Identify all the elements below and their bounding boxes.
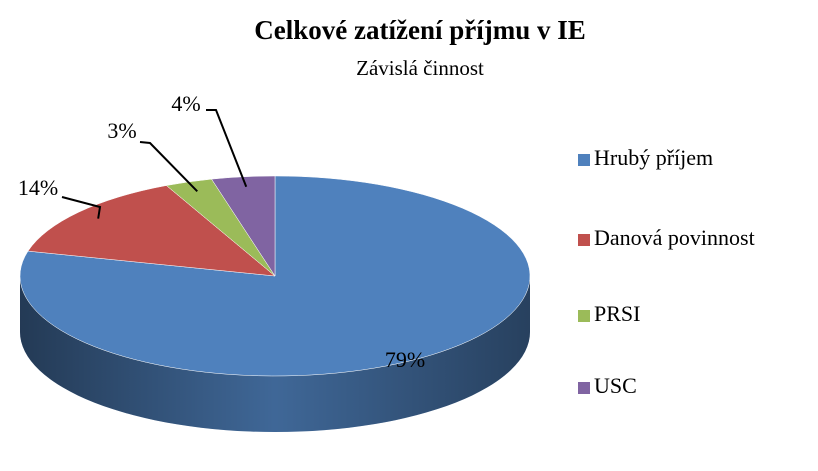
leader-line: [139, 141, 198, 193]
data-label: 4%: [171, 91, 200, 116]
legend-swatch: [578, 310, 590, 322]
chart-title: Celkové zatížení příjmu v IE: [254, 15, 585, 45]
legend-label: PRSI: [594, 301, 640, 326]
legend-swatch: [578, 234, 590, 246]
slice: [27, 185, 276, 277]
legend-swatch: [578, 154, 590, 166]
legend-label: USC: [594, 373, 637, 398]
data-label: 14%: [18, 175, 58, 200]
data-label: 3%: [107, 118, 136, 143]
slice: [19, 175, 531, 377]
slice-side-shade: [20, 276, 530, 432]
data-label: 79%: [385, 347, 425, 372]
legend-label: Hrubý příjem: [594, 145, 713, 170]
chart-subtitle: Závislá činnost: [356, 56, 484, 80]
leader-line: [206, 109, 248, 188]
legend-swatch: [578, 382, 590, 394]
legend-label: Danová povinnost: [594, 225, 755, 250]
leader-line: [61, 196, 102, 219]
